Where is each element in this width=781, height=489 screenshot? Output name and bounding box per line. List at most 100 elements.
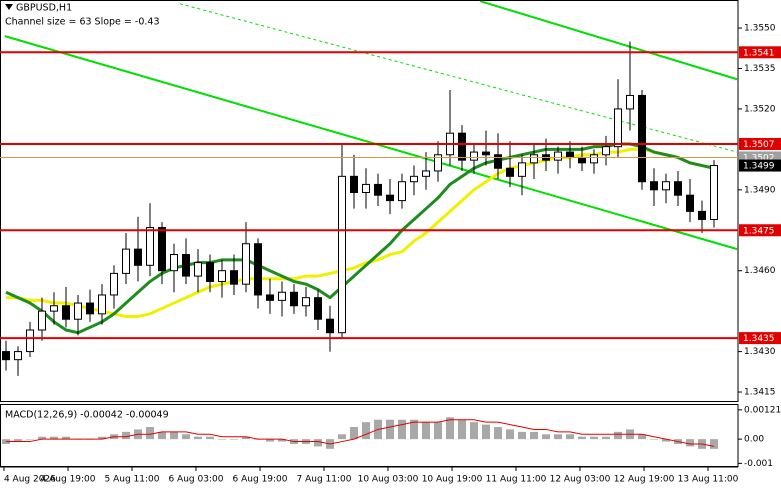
macd-label: MACD(12,26,9) -0.00042 -0.00049	[5, 410, 169, 421]
y-tick-label: 1.3550	[744, 24, 776, 34]
candle-body	[434, 154, 442, 172]
candle-body	[158, 227, 166, 272]
macd-bar	[98, 436, 106, 440]
candle-body	[2, 351, 10, 361]
candle-body	[350, 175, 358, 194]
x-tick-label: 5 Aug 11:00	[105, 475, 160, 485]
candle-body	[86, 302, 94, 315]
macd-bar	[530, 431, 538, 440]
macd-bar	[38, 436, 46, 440]
candle-body	[110, 272, 118, 296]
macd-tick-label: 0.00	[744, 435, 764, 445]
price-tag-label: 1.3475	[743, 226, 775, 236]
symbol-icon	[5, 4, 13, 10]
macd-bar	[266, 439, 274, 442]
macd-bar	[518, 431, 526, 440]
y-tick-label: 1.3535	[744, 64, 776, 74]
candle-body	[602, 146, 610, 156]
macd-bar	[314, 439, 322, 447]
macd-bar	[350, 427, 358, 440]
main-frame	[0, 0, 739, 402]
candle-body	[38, 310, 46, 331]
macd-tick-label: -0.001	[744, 459, 773, 469]
macd-bar	[542, 434, 550, 440]
candle-body	[290, 291, 298, 307]
macd-bar	[578, 436, 586, 440]
y-tick-label: 1.3430	[744, 347, 776, 357]
candle-body	[74, 302, 82, 320]
candle-body	[626, 94, 634, 110]
candle-body	[362, 183, 370, 194]
macd-tick-label: 0.00121	[744, 405, 781, 415]
macd-bar	[710, 439, 718, 449]
candle-body	[710, 165, 718, 220]
candle-body	[458, 132, 466, 161]
macd-bar	[194, 436, 202, 440]
candle-body	[194, 262, 202, 277]
candle-body	[662, 181, 670, 191]
candle-body	[62, 305, 70, 320]
x-tick-label: 7 Aug 11:00	[297, 475, 352, 485]
price-tag-label: 1.3541	[743, 48, 775, 58]
x-tick-label: 4 Aug 19:00	[41, 475, 96, 485]
candle-body	[554, 151, 562, 161]
channel-line	[479, 0, 738, 81]
candle-body	[494, 154, 502, 169]
macd-bar	[146, 427, 154, 440]
channel-info: Channel size = 63 Slope = -0.43	[5, 17, 160, 28]
candle-body	[674, 181, 682, 196]
macd-bar	[494, 427, 502, 440]
macd-bar	[398, 419, 406, 440]
candle-body	[122, 248, 130, 274]
x-tick-label: 10 Aug 03:00	[358, 475, 419, 485]
macd-bar	[602, 436, 610, 440]
macd-bar	[338, 434, 346, 440]
candle-body	[578, 156, 586, 164]
y-tick-label: 1.3460	[744, 266, 776, 276]
macd-bar	[482, 424, 490, 440]
candle-body	[266, 294, 274, 301]
candle-body	[206, 262, 214, 282]
price-tag	[739, 137, 781, 150]
macd-bar	[230, 439, 238, 440]
x-tick-label: 12 Aug 03:00	[550, 475, 611, 485]
macd-bar	[362, 422, 370, 440]
macd-bar	[434, 422, 442, 440]
price-tag-label: 1.3435	[743, 334, 775, 344]
candle-body	[314, 297, 322, 320]
candle-body	[230, 270, 238, 285]
candle-body	[98, 294, 106, 315]
macd-bar	[614, 431, 622, 440]
macd-bar	[554, 434, 562, 440]
macd-bar	[62, 436, 70, 440]
macd-bar	[662, 439, 670, 442]
macd-bar	[638, 434, 646, 440]
macd-bar	[566, 434, 574, 440]
candle-body	[686, 194, 694, 212]
candle-body	[530, 154, 538, 164]
macd-bar	[386, 419, 394, 440]
candle-body	[218, 270, 226, 282]
candle-body	[614, 108, 622, 148]
candle-body	[170, 254, 178, 272]
macd-bar	[218, 439, 226, 440]
candle-body	[302, 297, 310, 307]
macd-bar	[278, 439, 286, 442]
y-tick-label: 1.3415	[744, 388, 776, 398]
y-tick-label: 1.3490	[744, 185, 776, 195]
x-tick-label: 12 Aug 19:00	[614, 475, 675, 485]
moving-average	[5, 142, 715, 335]
candle-body	[146, 227, 154, 266]
macd-bar	[506, 429, 514, 440]
candle-body	[254, 243, 262, 296]
macd-bar	[410, 419, 418, 440]
candle-body	[650, 181, 658, 191]
chart-title: GBPUSD,H1	[16, 3, 72, 14]
x-tick-label: 13 Aug 11:00	[678, 475, 739, 485]
macd-bar	[14, 439, 22, 442]
price-tag	[739, 46, 781, 59]
candle-body	[326, 318, 334, 334]
macd-signal	[6, 419, 715, 447]
macd-bar	[26, 439, 34, 440]
macd-bar	[182, 434, 190, 440]
